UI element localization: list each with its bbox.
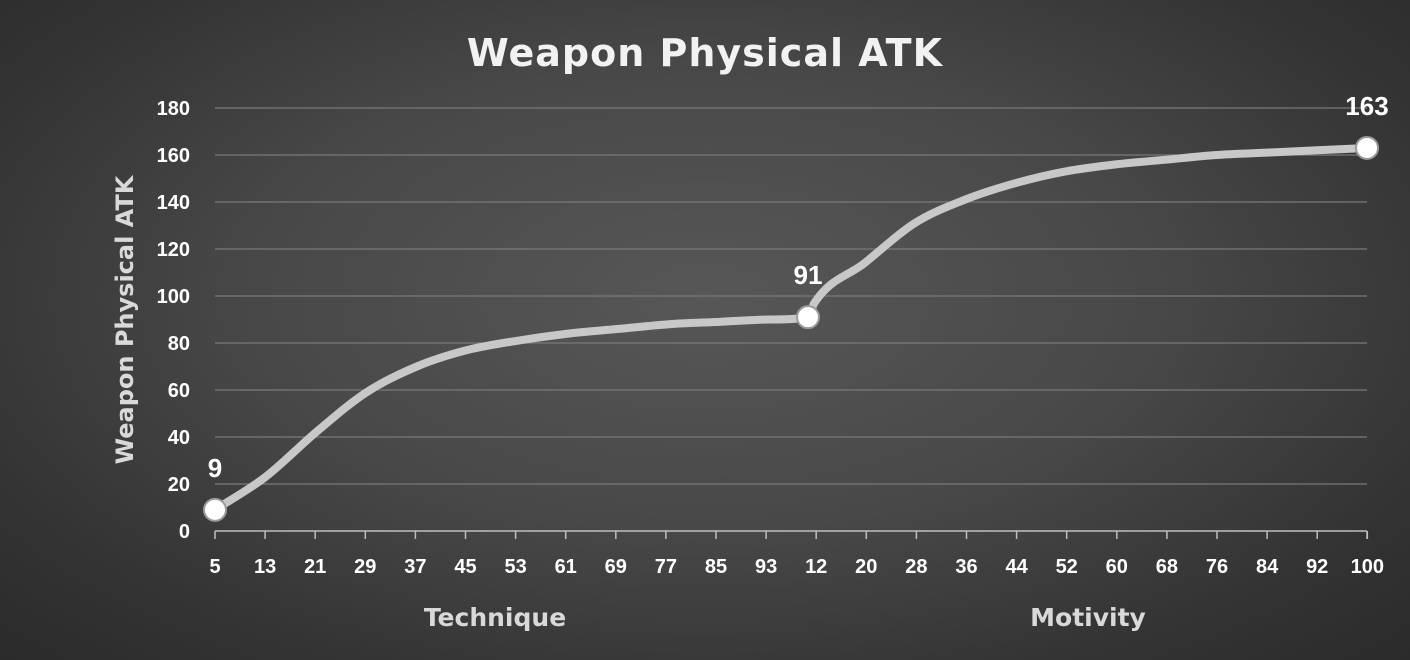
y-tick-label: 40 xyxy=(168,427,190,449)
x-tick-label: 76 xyxy=(1206,556,1228,578)
y-tick-labels: 0 20 40 60 80 100 120 140 160 180 xyxy=(157,98,190,543)
x-section-label-motivity: Motivity xyxy=(1030,603,1146,632)
y-axis-label: Weapon Physical ATK xyxy=(111,174,139,464)
x-tick-label: 20 xyxy=(855,556,877,578)
x-tick-label: 37 xyxy=(404,556,426,578)
x-tick-label: 68 xyxy=(1156,556,1178,578)
x-tick-label: 69 xyxy=(605,556,627,578)
x-tick-label: 61 xyxy=(555,556,577,578)
y-tick-label: 160 xyxy=(157,145,190,167)
y-tick-label: 120 xyxy=(157,239,190,261)
x-tick-label: 92 xyxy=(1306,556,1328,578)
x-tick-label: 36 xyxy=(955,556,977,578)
x-tick-label: 77 xyxy=(655,556,677,578)
x-section-label-technique: Technique xyxy=(424,603,566,632)
x-tick-label: 44 xyxy=(1005,556,1028,578)
y-tick-label: 180 xyxy=(157,98,190,120)
y-tick-label: 140 xyxy=(157,192,190,214)
data-point-marker xyxy=(203,497,227,522)
x-tick-label: 21 xyxy=(304,556,326,578)
y-tick-label: 100 xyxy=(157,286,190,308)
x-tick-label: 53 xyxy=(504,556,526,578)
x-tick-label: 29 xyxy=(354,556,376,578)
x-tick-label: 5 xyxy=(209,556,220,578)
x-tick-label: 60 xyxy=(1106,556,1128,578)
data-label: 163 xyxy=(1345,91,1388,121)
data-label: 91 xyxy=(794,260,823,290)
x-tick-label: 52 xyxy=(1056,556,1078,578)
data-point-marker xyxy=(1355,135,1379,160)
x-tick-label: 45 xyxy=(454,556,476,578)
data-point-marker xyxy=(796,305,820,330)
x-tick-label: 12 xyxy=(805,556,827,578)
x-tick-label: 93 xyxy=(755,556,777,578)
x-section-labels: Technique Motivity xyxy=(424,603,1146,632)
x-tick-label: 13 xyxy=(254,556,276,578)
x-axis: 5 13 21 29 37 45 53 61 69 77 85 93 12 20 28 36 44 52 60 68 7… xyxy=(209,530,1384,578)
y-tick-label: 80 xyxy=(168,333,190,355)
x-tick-label: 85 xyxy=(705,556,727,578)
y-tick-label: 20 xyxy=(168,474,190,496)
x-tick-label: 84 xyxy=(1256,556,1279,578)
data-label: 9 xyxy=(208,453,222,483)
y-tick-label: 60 xyxy=(168,380,190,402)
x-tick-label: 100 xyxy=(1351,556,1384,578)
y-tick-label: 0 xyxy=(179,521,190,543)
x-tick-label: 28 xyxy=(905,556,927,578)
data-labels: 9 91 163 xyxy=(208,91,1389,483)
gridlines xyxy=(215,107,1367,485)
data-markers xyxy=(203,135,1379,522)
chart-title: Weapon Physical ATK xyxy=(467,31,944,75)
